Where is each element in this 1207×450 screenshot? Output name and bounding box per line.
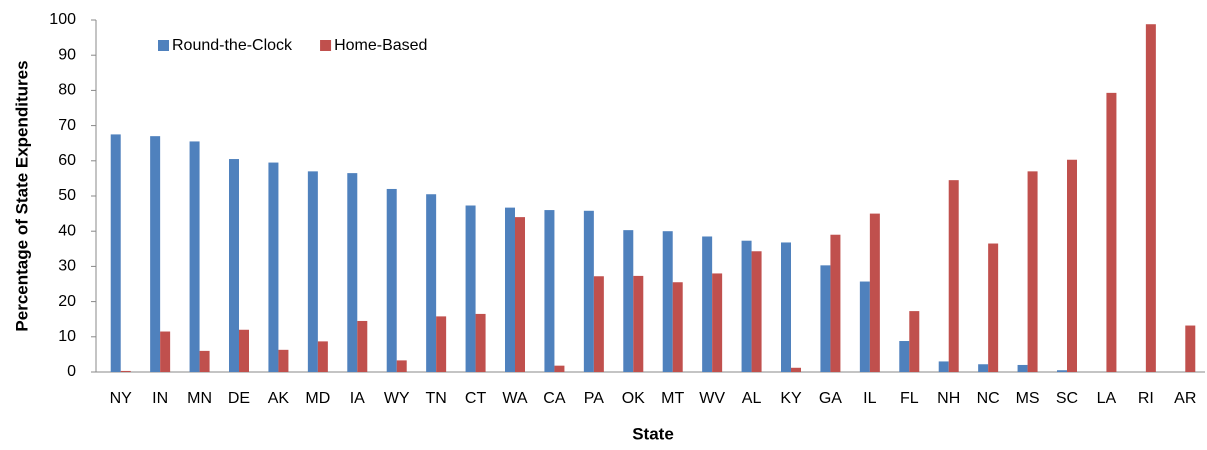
legend-label: Round-the-Clock	[172, 37, 293, 54]
bar	[544, 210, 555, 372]
bar	[702, 236, 713, 372]
bar	[712, 273, 723, 372]
bar	[830, 234, 841, 372]
bar	[1145, 24, 1156, 372]
x-tick-label: AK	[268, 390, 290, 407]
x-tick-label: PA	[584, 390, 604, 407]
x-tick-label: GA	[819, 390, 842, 407]
x-tick-label: WY	[384, 390, 410, 407]
x-tick-label: IL	[863, 390, 876, 407]
bar	[426, 194, 437, 372]
y-tick-label: 70	[58, 117, 76, 134]
x-tick-label: LA	[1097, 390, 1117, 407]
bar	[791, 367, 801, 372]
bar	[633, 275, 644, 372]
legend-label: Home-Based	[334, 37, 427, 54]
x-tick-label: IA	[350, 390, 365, 407]
x-tick-label: NC	[977, 390, 1000, 407]
y-tick-label: 50	[58, 187, 76, 204]
bar	[317, 341, 328, 372]
x-tick-label: WA	[502, 390, 528, 407]
bar	[515, 217, 525, 372]
bar	[988, 243, 999, 372]
bar	[909, 311, 920, 372]
x-tick-label: KY	[780, 390, 802, 407]
x-tick-label: MD	[305, 390, 330, 407]
bar	[110, 134, 121, 372]
bar	[751, 251, 762, 372]
y-tick-label: 30	[58, 258, 76, 275]
bar	[465, 205, 476, 372]
bar	[1017, 364, 1028, 372]
x-axis-title: State	[632, 424, 674, 443]
bar	[120, 370, 131, 372]
x-tick-label: NY	[110, 390, 133, 407]
x-tick-label: MT	[661, 390, 684, 407]
bar	[672, 282, 683, 372]
x-tick-label: CT	[465, 390, 487, 407]
bar	[820, 265, 831, 372]
bar	[1106, 92, 1117, 372]
bar	[436, 316, 447, 372]
y-tick-label: 10	[58, 328, 76, 345]
bar	[278, 349, 289, 372]
bar	[623, 230, 634, 372]
bar	[859, 281, 870, 372]
y-tick-label: 100	[49, 11, 76, 28]
y-tick-label: 80	[58, 82, 76, 99]
bar	[475, 313, 486, 372]
x-tick-label: MN	[187, 390, 212, 407]
x-tick-label: TN	[425, 390, 446, 407]
x-tick-label: FL	[900, 390, 919, 407]
bar	[869, 213, 880, 372]
y-axis-title: Percentage of State Expenditures	[12, 60, 31, 331]
bar	[583, 210, 594, 372]
bar	[593, 276, 604, 372]
bar	[938, 361, 949, 372]
bar	[199, 350, 210, 372]
x-tick-label: NH	[937, 390, 960, 407]
bar	[505, 207, 515, 372]
legend-swatch	[320, 40, 332, 51]
y-tick-label: 40	[58, 222, 76, 239]
x-tick-label: SC	[1056, 390, 1078, 407]
bar	[781, 242, 791, 372]
bar	[741, 240, 752, 372]
x-tick-label: WV	[699, 390, 725, 407]
bar	[229, 159, 239, 372]
bar	[1067, 159, 1077, 372]
bar	[386, 188, 397, 372]
bar	[150, 136, 161, 372]
bar	[554, 365, 565, 372]
y-tick-label: 60	[58, 152, 76, 169]
bar	[662, 231, 673, 372]
bar	[1027, 171, 1038, 372]
bar	[307, 171, 318, 372]
bar	[357, 320, 368, 372]
x-tick-label: RI	[1138, 390, 1154, 407]
bar	[268, 162, 279, 372]
x-tick-label: IN	[152, 390, 168, 407]
bar	[347, 173, 358, 372]
bar	[396, 360, 407, 372]
y-tick-label: 0	[67, 363, 76, 380]
legend-swatch	[158, 40, 169, 51]
y-tick-label: 90	[58, 46, 76, 63]
bar	[1185, 325, 1196, 372]
x-tick-label: CA	[543, 390, 566, 407]
bar	[1057, 370, 1067, 372]
bar	[189, 141, 200, 372]
bar	[160, 331, 171, 372]
bar	[978, 364, 989, 372]
x-tick-label: DE	[228, 390, 250, 407]
x-tick-label: AR	[1174, 390, 1196, 407]
bar	[948, 180, 959, 372]
x-tick-label: AL	[742, 390, 762, 407]
x-tick-label: MS	[1016, 390, 1040, 407]
x-tick-label: OK	[622, 390, 645, 407]
y-tick-label: 20	[58, 293, 76, 310]
bar	[239, 329, 249, 372]
bar	[899, 341, 910, 372]
